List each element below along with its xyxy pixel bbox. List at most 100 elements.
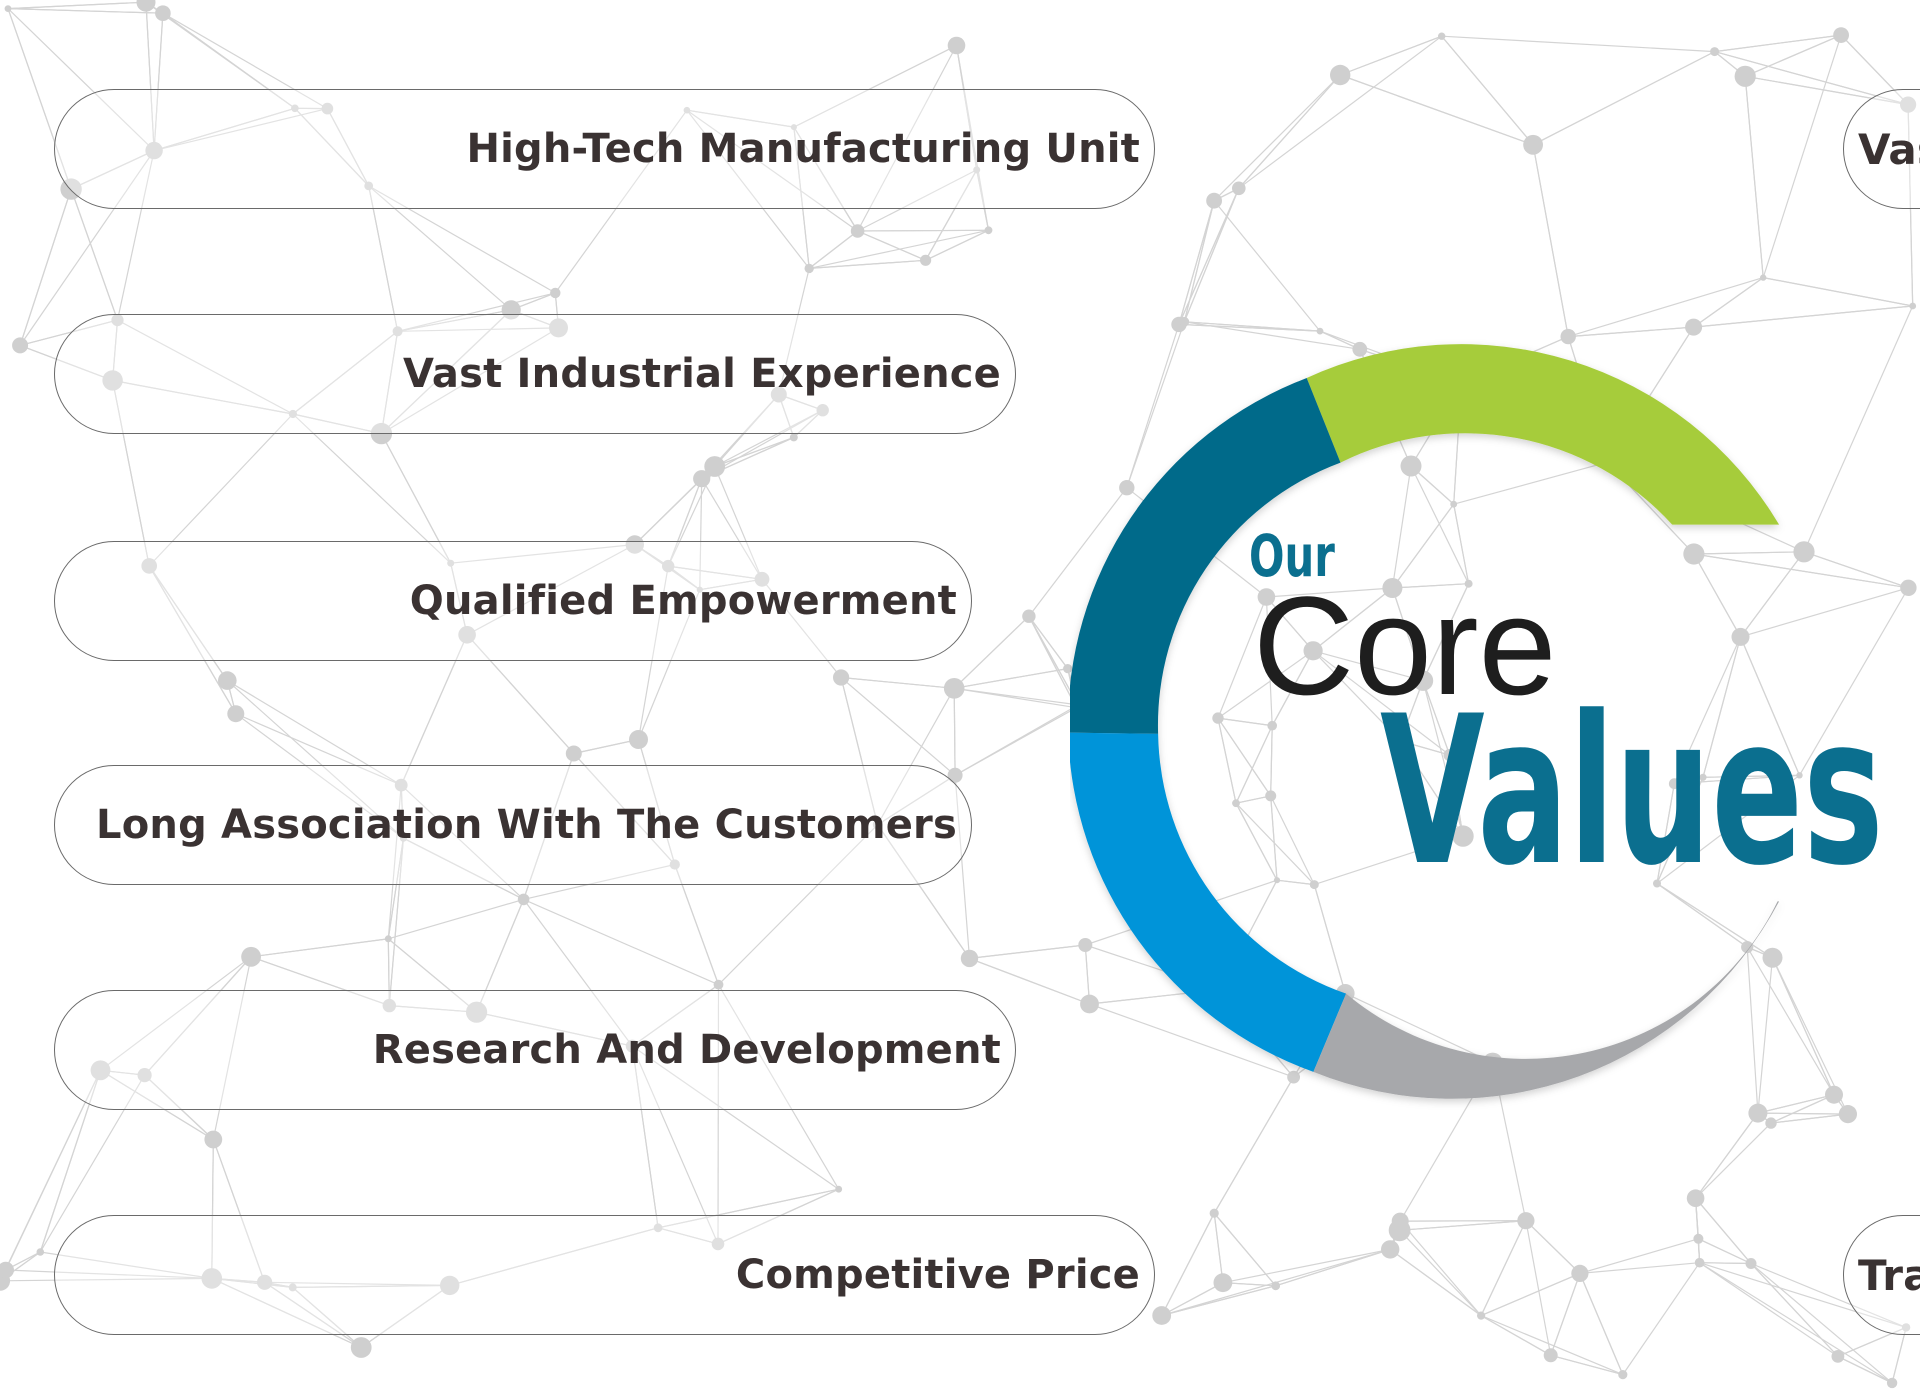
network-node: [1793, 541, 1815, 563]
network-line: [212, 1139, 266, 1283]
network-node: [1900, 96, 1917, 113]
network-line: [144, 1074, 214, 1140]
core-values-ring: [1070, 344, 1780, 1099]
network-node: [625, 1039, 639, 1053]
network-node: [683, 106, 691, 114]
network-line: [1702, 774, 1800, 778]
network-node: [1710, 47, 1720, 57]
value-label: Tra: [1858, 1250, 1920, 1300]
network-line: [1391, 465, 1412, 589]
network-line: [1265, 596, 1273, 726]
network-line: [699, 478, 703, 590]
network-line: [717, 984, 720, 1244]
network-line: [1740, 551, 1805, 638]
network-node: [466, 1001, 488, 1023]
network-line: [1568, 326, 1694, 338]
network-line: [211, 1277, 293, 1288]
network-node: [447, 559, 455, 567]
network-line: [1399, 1220, 1482, 1316]
network-line: [637, 739, 676, 865]
network-line: [1525, 1220, 1581, 1274]
network-line: [1803, 305, 1914, 553]
network-line: [1270, 725, 1273, 796]
network-node: [960, 949, 979, 968]
network-node: [669, 859, 680, 870]
network-node: [1694, 1257, 1705, 1268]
network-line: [1762, 34, 1842, 278]
network-line: [292, 413, 382, 435]
network-node: [711, 1237, 725, 1251]
network-node: [1232, 799, 1240, 808]
network-node: [713, 979, 724, 990]
network-line: [523, 863, 675, 900]
network-line: [1525, 1220, 1552, 1356]
network-line: [1746, 947, 1759, 1114]
network-node: [458, 626, 476, 644]
network-line: [637, 589, 701, 740]
network-node: [1206, 192, 1222, 209]
network-line: [1579, 1273, 1624, 1375]
network-line: [1028, 487, 1128, 617]
ring-segment-dark-teal: [1070, 378, 1341, 734]
network-line: [1235, 795, 1271, 804]
network-line: [235, 713, 402, 786]
network-line: [1770, 1094, 1835, 1124]
network-line: [1213, 200, 1321, 332]
network-node: [1352, 341, 1368, 357]
network-node: [550, 287, 561, 299]
network-line: [1084, 944, 1091, 1005]
network-line: [954, 687, 1079, 706]
network-line: [1270, 795, 1315, 885]
value-label: Qualified Empowerment: [409, 578, 957, 624]
network-line: [476, 1011, 633, 1047]
network-node: [1257, 588, 1276, 606]
network-node: [1833, 27, 1849, 43]
network-node: [1267, 720, 1277, 731]
network-node: [1618, 1370, 1628, 1380]
value-pill-competitive-price: Competitive Price: [54, 1215, 1155, 1335]
network-node: [204, 1130, 223, 1149]
network-line: [1693, 551, 1805, 555]
network-line: [39, 1074, 146, 1253]
network-line: [292, 1286, 362, 1348]
network-node: [1452, 825, 1474, 847]
network-line: [389, 1005, 477, 1013]
network-node: [625, 535, 644, 554]
network-line: [1746, 946, 1835, 1096]
network-node: [1232, 181, 1246, 196]
network-node: [364, 181, 374, 191]
network-line: [400, 785, 404, 839]
network-node: [947, 36, 966, 55]
network-node: [1831, 1350, 1845, 1363]
network-line: [1656, 783, 1675, 884]
network-line: [1453, 504, 1470, 584]
network-line: [1399, 1229, 1482, 1317]
network-line: [1183, 188, 1240, 323]
network-line: [631, 984, 719, 1047]
network-line: [1161, 1282, 1224, 1317]
network-line: [1217, 717, 1273, 727]
network-node: [517, 893, 530, 906]
network-line: [953, 615, 1030, 689]
network-node: [549, 318, 568, 338]
network-node: [872, 819, 883, 830]
network-line: [449, 1227, 659, 1286]
network-node: [1560, 328, 1576, 345]
network-line: [840, 677, 879, 825]
network-line: [1449, 755, 1464, 837]
network-line: [148, 565, 228, 681]
network-node: [1901, 1323, 1911, 1332]
network-line: [380, 309, 512, 435]
network-line: [1695, 1197, 1752, 1264]
network-node: [833, 669, 850, 686]
network-node: [565, 745, 582, 762]
network-line: [631, 1045, 840, 1190]
network-line: [1441, 35, 1715, 53]
network-line: [573, 753, 676, 865]
network-node: [4, 5, 12, 12]
network-line: [667, 478, 703, 567]
network-line: [793, 44, 957, 128]
network-line: [403, 837, 524, 900]
network-line: [292, 330, 398, 415]
network-line: [686, 109, 858, 232]
